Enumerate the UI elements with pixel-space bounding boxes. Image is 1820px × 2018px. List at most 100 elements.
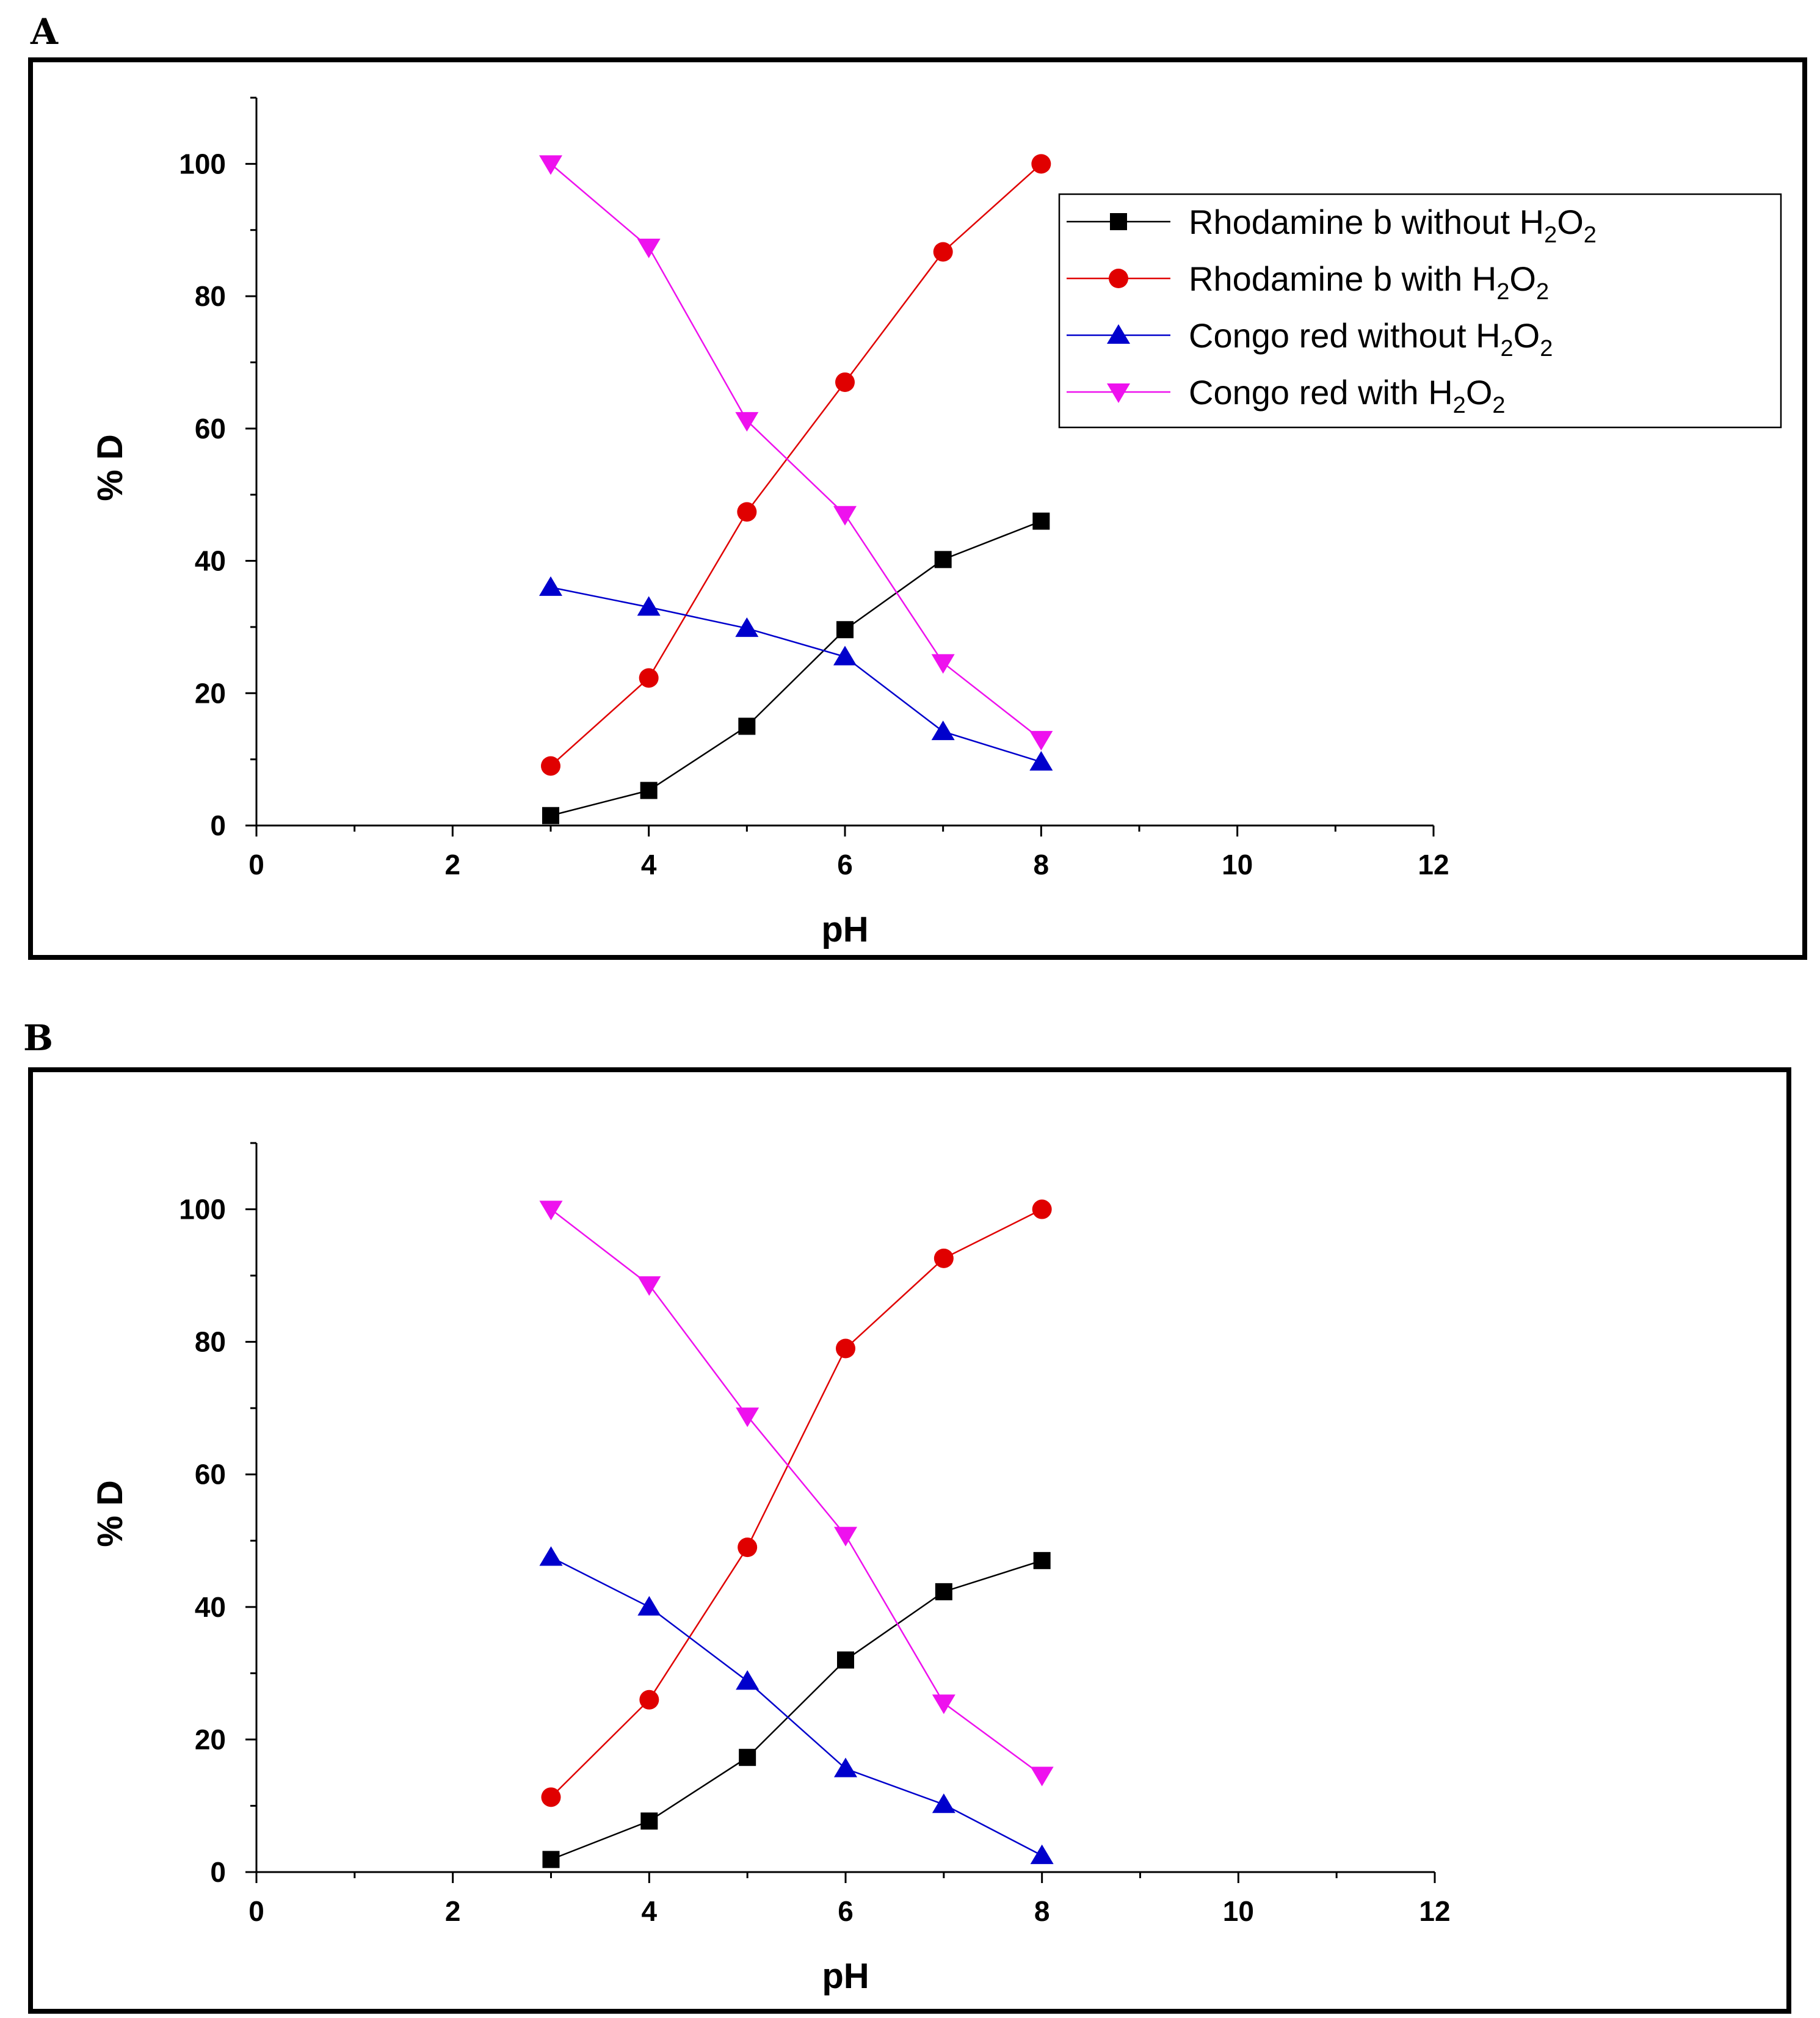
panel-a: A 0 2 4 6 8 10 12 0 20 40 60 80 100 pH % D Rhodamine b … [28,11,1807,960]
x-axis-title: pH [822,1956,869,1996]
data-point [837,1651,854,1669]
data-point [736,1407,760,1428]
data-point [735,412,759,432]
series-circle [541,1199,1052,1807]
data-point [637,1595,661,1616]
series-line [550,1556,1043,1856]
data-point [738,717,756,735]
data-point [834,1526,857,1547]
y-tick-label: 40 [195,545,226,577]
data-point [542,1851,560,1868]
data-point [931,654,955,674]
data-point [739,1749,756,1766]
data-point [539,576,562,596]
y-tick-label: 100 [179,1194,226,1225]
data-point [934,1248,954,1268]
x-tick-label: 4 [641,849,657,880]
x-tick-label: 12 [1418,849,1449,880]
data-point [833,506,857,526]
series-line [550,520,1042,816]
data-point [539,1546,563,1566]
series-triangle-up [539,1546,1054,1864]
data-point [737,502,757,522]
x-tick-label: 10 [1223,1895,1254,1927]
y-tick-label: 0 [210,1856,226,1888]
y-tick-label: 60 [195,413,226,445]
data-point [1029,750,1053,771]
series-triangle-down [539,155,1053,751]
panel-frame [28,57,1807,960]
data-point [640,782,658,799]
legend-marker [1110,213,1127,230]
panel-label: B [23,1017,53,1059]
data-point [539,155,562,175]
series-line [550,163,1042,767]
legend-label: Rhodamine b with H2O2 [1189,260,1549,305]
data-point [1029,731,1053,751]
series-circle [541,154,1051,776]
legend-marker [1107,324,1130,344]
y-tick-label: 20 [195,677,226,709]
data-point [933,242,953,262]
data-point [738,1537,758,1558]
legend-label: Rhodamine b without H2O2 [1189,203,1597,248]
data-point [834,1757,857,1777]
data-point [541,756,560,776]
y-axis-title: % D [90,434,130,501]
y-tick-label: 40 [195,1591,226,1623]
data-point [639,668,659,688]
data-point [932,1694,955,1715]
data-point [736,1670,760,1690]
x-tick-label: 6 [838,1895,854,1927]
data-point [1030,1766,1054,1787]
data-point [541,1787,561,1807]
series-square [542,512,1050,824]
data-point [637,596,661,616]
data-point [833,645,857,666]
x-tick-label: 2 [445,1895,461,1927]
x-axis-title: pH [821,910,868,949]
data-point [932,1793,955,1813]
data-point [1030,1844,1054,1864]
data-point [1032,1199,1052,1219]
series-line [550,586,1042,763]
data-point [539,1200,563,1221]
legend: Rhodamine b without H2O2 Rhodamine b with… [1058,193,1782,429]
legend-label: Congo red with H2O2 [1189,373,1506,418]
x-tick-label: 8 [1034,849,1050,880]
series-line [550,1208,1043,1776]
data-point [934,551,952,568]
series-triangle-up [539,576,1053,771]
data-point [637,238,661,258]
data-point [640,1812,658,1830]
data-point [836,621,854,639]
data-point [931,720,955,741]
legend-box [1058,193,1782,429]
y-tick-label: 0 [210,810,226,841]
x-tick-label: 0 [248,849,264,880]
y-tick-label: 20 [195,1724,226,1755]
data-point [542,807,559,824]
x-tick-label: 4 [642,1895,658,1927]
x-tick-label: 8 [1034,1895,1050,1927]
legend-marker [1109,269,1128,288]
data-point [935,1583,952,1600]
data-point [1033,1552,1051,1569]
y-tick-label: 80 [195,1326,226,1358]
series-line [550,1208,1043,1798]
series-triangle-down [539,1200,1054,1787]
x-tick-label: 10 [1222,849,1253,880]
data-point [639,1690,659,1710]
x-tick-label: 2 [445,849,461,880]
data-point [836,1338,855,1359]
x-tick-label: 6 [837,849,853,880]
panel-b: B 0 2 4 6 8 10 12 0 20 40 60 80 100 pH % D [23,1017,1791,2014]
series-line [550,163,1042,741]
panel-label: A [30,11,59,53]
data-point [637,1276,661,1296]
data-point [1032,512,1050,530]
data-point [735,617,759,637]
x-tick-label: 12 [1419,1895,1450,1927]
panel-frame [28,1067,1791,2014]
